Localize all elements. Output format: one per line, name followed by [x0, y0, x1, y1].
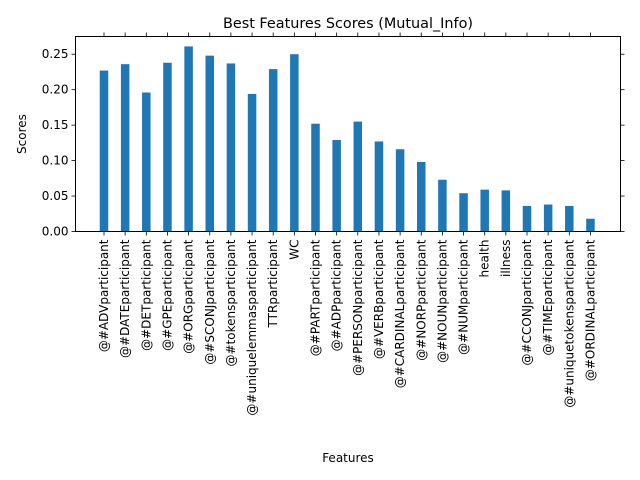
x-tick-label: @#NOUNparticipant — [435, 239, 449, 363]
x-tick-label: @#TIMEparticipant — [541, 239, 555, 355]
x-tick-label: @#GPEparticipant — [160, 239, 174, 351]
chart-title: Best Features Scores (Mutual_Info) — [223, 16, 473, 32]
bar — [438, 179, 447, 232]
y-axis: 0.00 0.05 0.10 0.15 0.20 0.25 — [42, 47, 625, 239]
x-tick-label: @#CARDINALparticipant — [393, 239, 407, 388]
plot-frame — [75, 36, 621, 232]
bar — [184, 46, 193, 232]
x-tick-label: @#PARTparticipant — [309, 239, 323, 356]
x-tick-label: @#PERSONparticipant — [351, 239, 365, 376]
x-tick-label: @#uniquetokensparticipant — [562, 239, 576, 407]
x-tick-label: @#ADPparticipant — [330, 239, 344, 351]
x-tick-label: @#VERBparticipant — [372, 239, 386, 359]
x-tick-label: TTRparticipant — [266, 239, 280, 328]
bar — [247, 93, 257, 232]
bar — [332, 140, 341, 232]
bar — [459, 193, 468, 232]
x-axis: @#ADVparticipant @#DATEparticipant @#DETpa… — [97, 32, 597, 416]
x-tick-label: @#ORGparticipant — [182, 239, 196, 354]
bar — [417, 162, 426, 232]
x-tick-label: @#ORDINALparticipant — [583, 239, 597, 381]
x-tick-label: illness — [499, 240, 513, 278]
x-tick-label: @#tokensparticipant — [224, 239, 238, 366]
x-tick-label: WC — [287, 240, 301, 260]
bar — [163, 62, 172, 232]
y-tick-label: 0.00 — [42, 225, 69, 239]
bar — [99, 70, 109, 232]
bar — [586, 218, 595, 232]
x-tick-label: @#NORPparticipant — [414, 239, 428, 361]
x-tick-label: @#CCONJparticipant — [520, 239, 534, 365]
x-axis-label: Features — [322, 451, 374, 465]
y-tick-label: 0.05 — [42, 189, 69, 203]
y-axis-label: Scores — [15, 114, 29, 154]
bar — [374, 141, 384, 232]
bars-layer — [99, 46, 595, 232]
bar — [205, 55, 214, 232]
y-tick-label: 0.20 — [42, 83, 69, 97]
x-tick-label: @#NUMparticipant — [457, 239, 471, 355]
y-tick-label: 0.25 — [42, 47, 69, 61]
bar — [142, 92, 151, 232]
bar — [565, 205, 574, 232]
y-tick-label: 0.10 — [42, 154, 69, 168]
bar — [290, 54, 299, 232]
x-tick-label: @#DATEparticipant — [118, 239, 132, 358]
bar — [311, 123, 320, 232]
x-tick-label: @#ADVparticipant — [97, 239, 111, 352]
bar — [268, 69, 278, 232]
x-tick-label: @#SCONJparticipant — [203, 239, 217, 364]
bar — [543, 204, 553, 232]
bar — [226, 63, 236, 232]
bar — [522, 205, 532, 232]
y-tick-label: 0.15 — [42, 118, 69, 132]
bar — [395, 149, 405, 232]
bar — [501, 190, 511, 232]
x-tick-label: health — [478, 240, 492, 278]
x-tick-label: @#DETparticipant — [139, 239, 153, 351]
bar — [120, 64, 130, 232]
bar — [480, 189, 489, 232]
bar — [353, 121, 363, 232]
x-tick-label: @#uniquelemmasparticipant — [245, 239, 259, 415]
